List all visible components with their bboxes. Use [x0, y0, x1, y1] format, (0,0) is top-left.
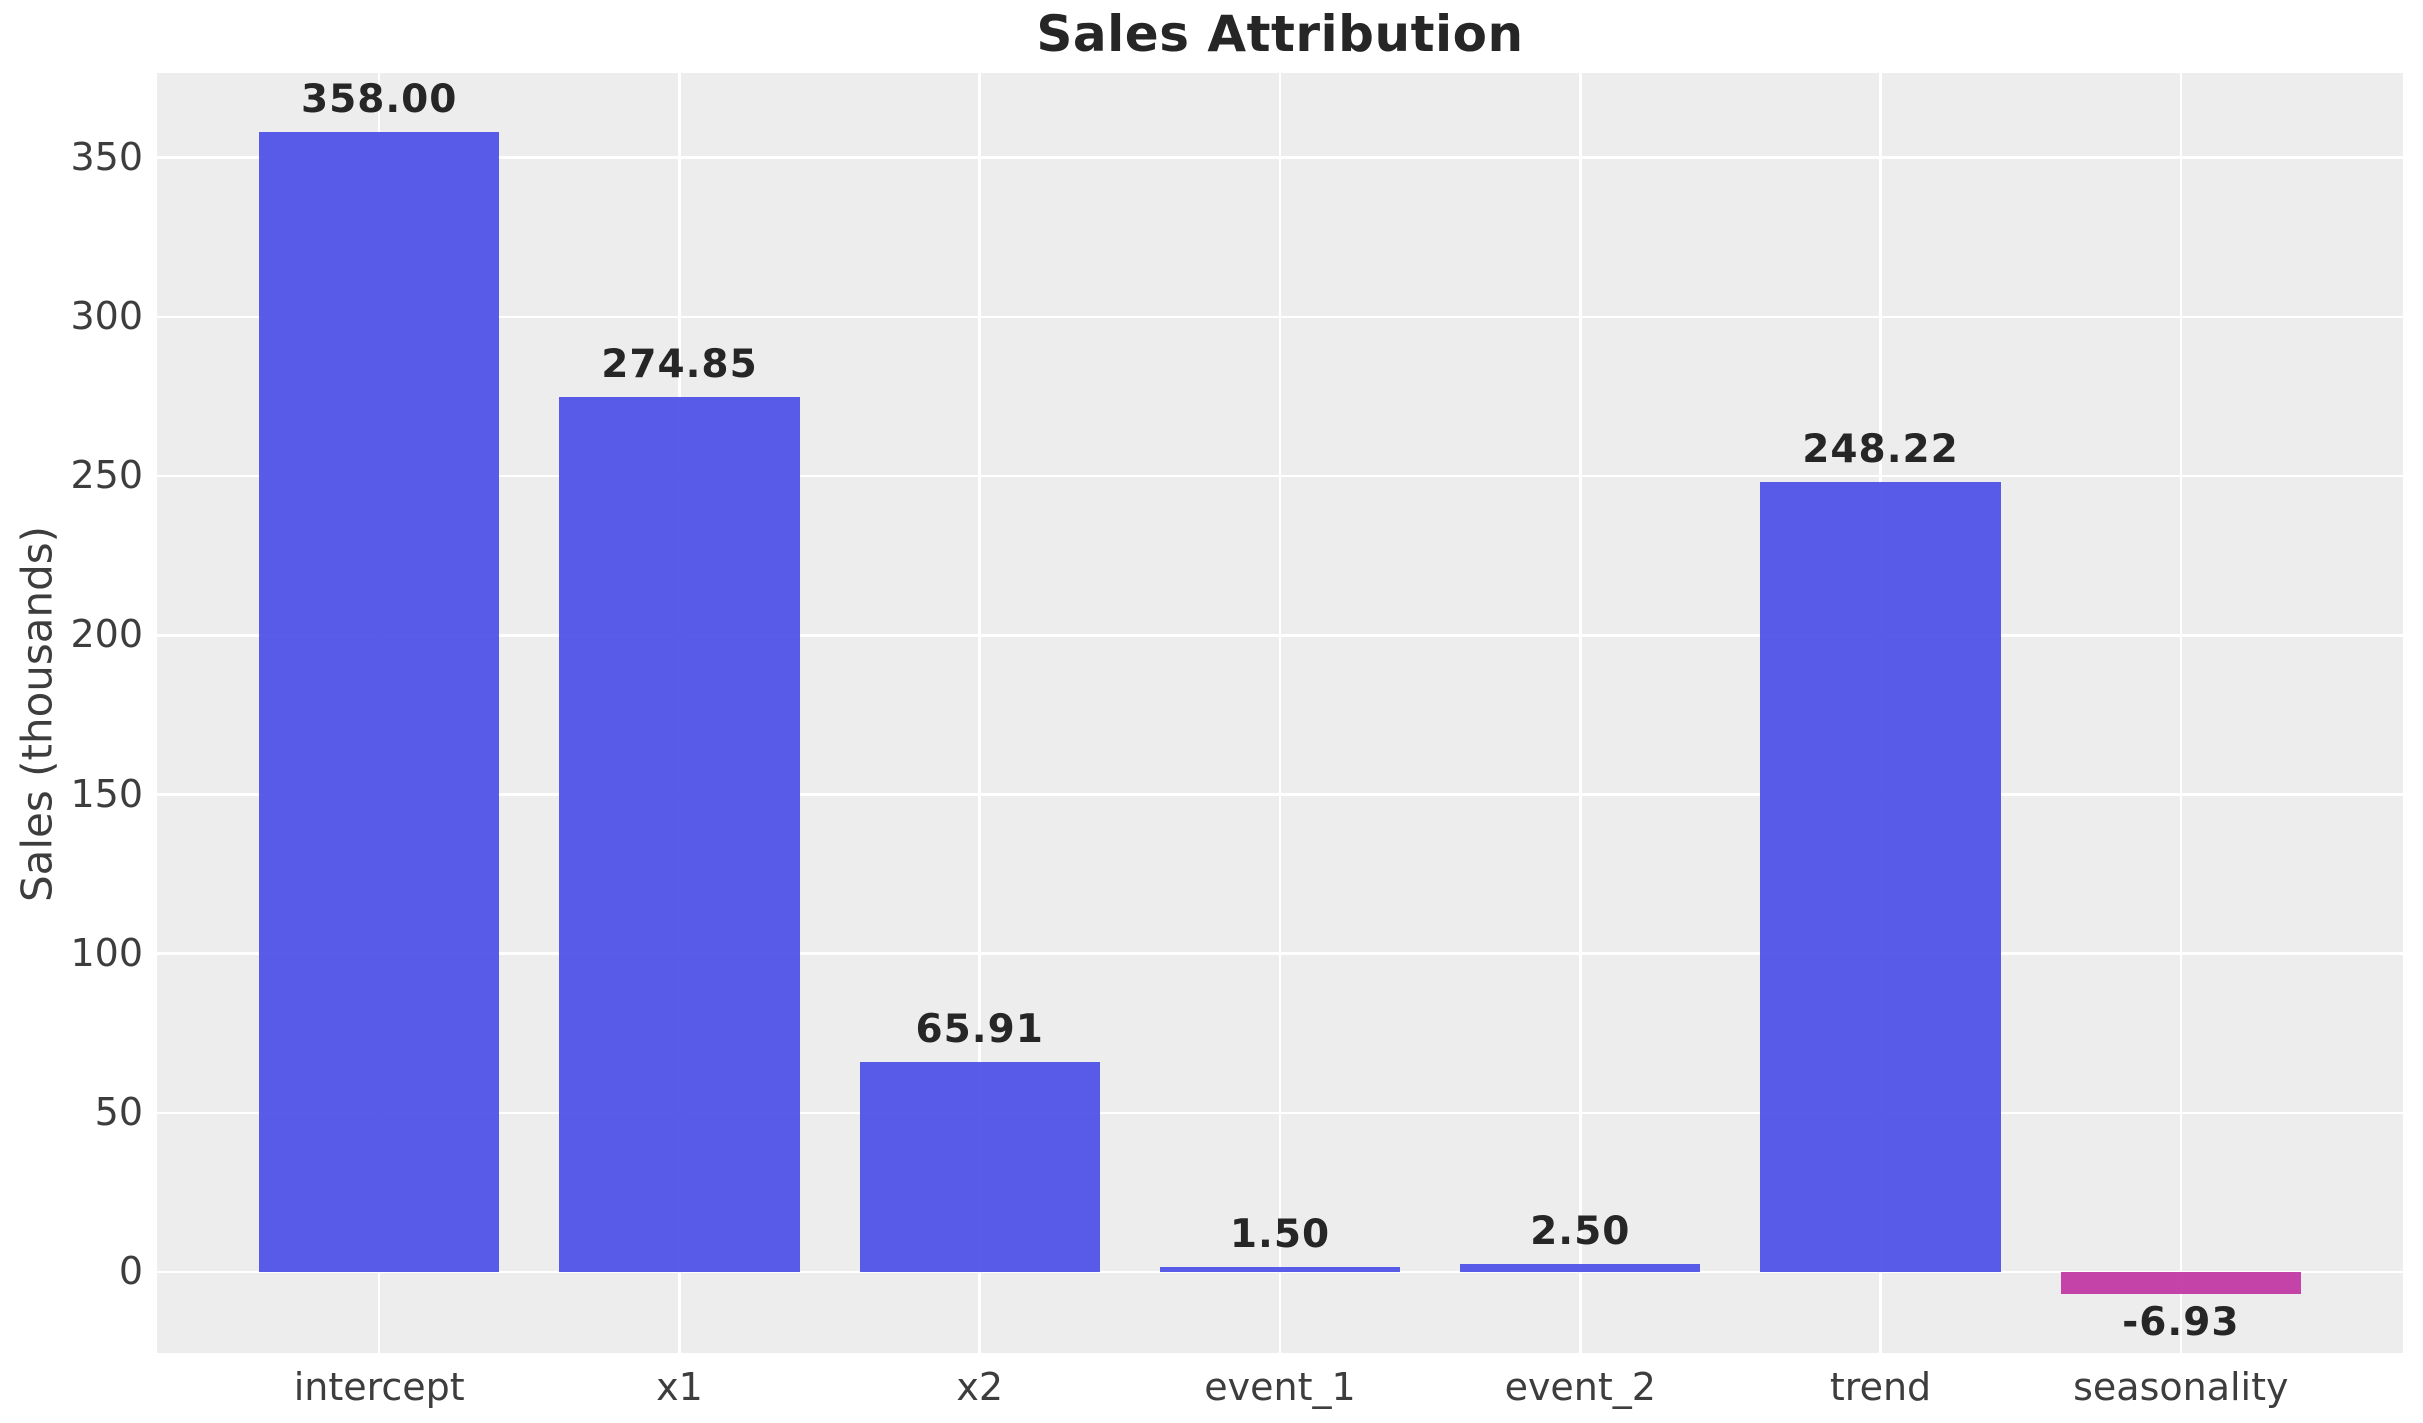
value-label-event_1: 1.50	[1229, 1212, 1331, 1258]
y-tick-label: 350	[70, 134, 143, 179]
gridline-vertical	[1578, 73, 1582, 1353]
y-tick-label: 0	[118, 1249, 143, 1294]
value-label-trend: 248.22	[1802, 426, 1959, 472]
x-tick-label-trend: trend	[1829, 1365, 1932, 1409]
x-tick-label-event_2: event_2	[1504, 1365, 1656, 1409]
x-tick-label-seasonality: seasonality	[2073, 1365, 2289, 1409]
gridline-vertical	[978, 73, 982, 1353]
y-tick-label: 250	[70, 453, 143, 498]
y-axis-label: Sales (thousands)	[12, 525, 62, 903]
bar-intercept	[259, 132, 500, 1273]
value-label-x1: 274.85	[601, 341, 758, 387]
value-label-x2: 65.91	[915, 1007, 1044, 1053]
y-tick-label: 200	[70, 612, 143, 657]
x-tick-label-event_1: event_1	[1204, 1365, 1356, 1409]
bar-seasonality	[2060, 1272, 2301, 1295]
x-tick-label-x1: x1	[656, 1365, 703, 1409]
bar-x2	[859, 1062, 1100, 1273]
x-tick-label-x2: x2	[956, 1365, 1004, 1409]
y-tick-label: 100	[70, 930, 143, 975]
x-tick-label-intercept: intercept	[293, 1365, 465, 1409]
gridline-vertical	[1278, 73, 1282, 1353]
bar-event_2	[1460, 1264, 1701, 1273]
value-label-seasonality: -6.93	[2122, 1300, 2240, 1346]
bar-x1	[559, 396, 800, 1273]
chart-title: Sales Attribution	[1036, 5, 1524, 63]
y-tick-label: 300	[70, 294, 143, 339]
value-label-intercept: 358.00	[300, 77, 458, 123]
bar-event_1	[1159, 1267, 1401, 1273]
bar-trend	[1760, 481, 2001, 1273]
value-label-event_2: 2.50	[1530, 1209, 1631, 1255]
gridline-vertical	[2179, 73, 2183, 1353]
y-tick-label: 150	[70, 771, 143, 816]
plot-area	[157, 73, 2403, 1353]
y-tick-label: 50	[94, 1090, 143, 1135]
